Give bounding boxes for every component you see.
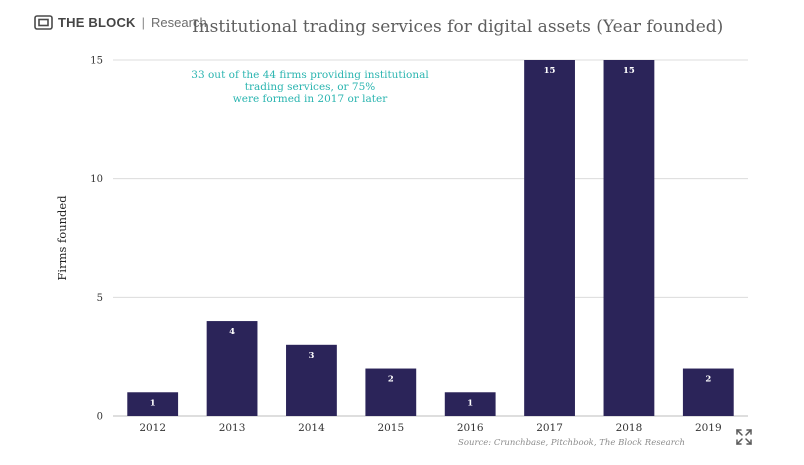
bar-data-label: 2 <box>388 375 394 385</box>
x-axis: 2012 2013 2014 2015 2016 2017 2018 2019 <box>139 422 721 434</box>
bar-data-label: 15 <box>544 66 556 76</box>
bar-data-label: 1 <box>150 398 156 408</box>
y-tick-label: 15 <box>90 56 103 67</box>
y-tick-label: 0 <box>97 412 103 423</box>
x-tick-label: 2015 <box>377 422 404 434</box>
x-tick-label: 2016 <box>457 422 484 434</box>
x-tick-label: 2017 <box>536 422 563 434</box>
annotation-line: 33 out of the 44 firms providing institu… <box>191 69 429 81</box>
bar-data-label: 2 <box>705 375 711 385</box>
bar-data-label: 1 <box>467 398 473 408</box>
x-tick-label: 2013 <box>219 422 246 434</box>
bar <box>524 60 575 416</box>
expand-arrows-icon[interactable] <box>735 428 753 446</box>
x-tick-label: 2018 <box>616 422 643 434</box>
x-tick-label: 2014 <box>298 422 325 434</box>
bar <box>444 392 496 416</box>
annotation-line: trading services, or 75% <box>245 81 376 93</box>
block-cube-icon <box>34 14 53 30</box>
bar-data-label: 15 <box>623 66 635 76</box>
bar <box>682 368 734 416</box>
bar-data-label: 4 <box>229 327 235 337</box>
annotation-line: were formed in 2017 or later <box>233 93 388 105</box>
y-axis-title: Firms founded <box>55 195 69 281</box>
bar-data-labels: 1 4 3 2 1 15 15 2 <box>150 66 712 408</box>
brand-separator: | <box>141 14 146 30</box>
chart-annotation: 33 out of the 44 firms providing institu… <box>191 69 429 105</box>
bar <box>603 60 655 416</box>
brand-name: THE BLOCK <box>58 14 136 30</box>
bar <box>365 368 417 416</box>
bar-data-label: 3 <box>308 351 314 361</box>
y-axis: 0 5 10 15 <box>90 56 103 423</box>
bar <box>127 392 179 416</box>
bars <box>127 60 734 416</box>
y-tick-label: 5 <box>97 293 103 304</box>
bar <box>286 344 337 416</box>
x-tick-label: 2012 <box>139 422 166 434</box>
brand-header: THE BLOCK | Research <box>34 11 207 33</box>
chart-title: Institutional trading services for digit… <box>192 17 724 37</box>
brand-subtitle: Research <box>151 14 207 30</box>
x-tick-label: 2019 <box>695 422 722 434</box>
y-tick-label: 10 <box>90 174 103 185</box>
source-note: Source: Crunchbase, Pitchbook, The Block… <box>458 438 685 448</box>
bar <box>206 321 258 416</box>
